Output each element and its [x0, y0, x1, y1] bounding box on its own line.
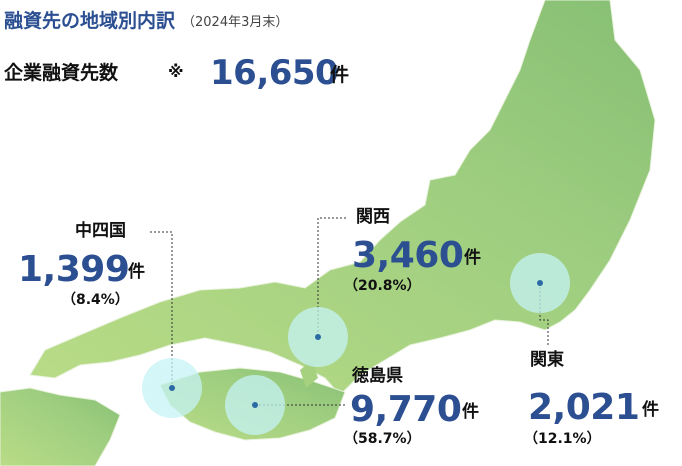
region-unit: 件: [462, 402, 479, 422]
title: 融資先の地域別内訳: [4, 10, 176, 32]
total-label: 企業融資先数: [4, 62, 119, 84]
region-name: 関東: [530, 350, 564, 370]
region-share: （8.4%）: [62, 292, 129, 308]
region-name: 徳島県: [352, 366, 403, 386]
region-name: 関西: [356, 207, 390, 227]
region-count: 3,460: [352, 235, 464, 276]
region-dot: [169, 385, 175, 391]
total-unit: 件: [330, 64, 350, 86]
region-unit: 件: [642, 400, 659, 420]
region-share: （58.7%）: [344, 431, 421, 447]
total-note: ※: [168, 62, 184, 81]
region-unit: 件: [128, 262, 145, 282]
region-dot: [252, 402, 258, 408]
region-count: 2,021: [528, 387, 640, 428]
date: （2024年3月末）: [182, 15, 289, 30]
region-count: 9,770: [350, 389, 462, 430]
leader-line: [150, 231, 173, 388]
leader-line: [317, 217, 346, 337]
region-share: （12.1%）: [524, 431, 601, 447]
leader-line: [539, 283, 549, 345]
region-share: （20.8%）: [344, 278, 421, 294]
region-unit: 件: [464, 248, 481, 268]
total-value: 16,650: [210, 53, 339, 93]
awaji: [300, 360, 318, 388]
region-dot: [315, 334, 321, 340]
region-dot: [537, 280, 543, 286]
region-count: 1,399: [18, 249, 130, 290]
honshu: [29, 0, 656, 396]
kyushu: [0, 387, 121, 466]
region-name: 中四国: [75, 221, 126, 241]
